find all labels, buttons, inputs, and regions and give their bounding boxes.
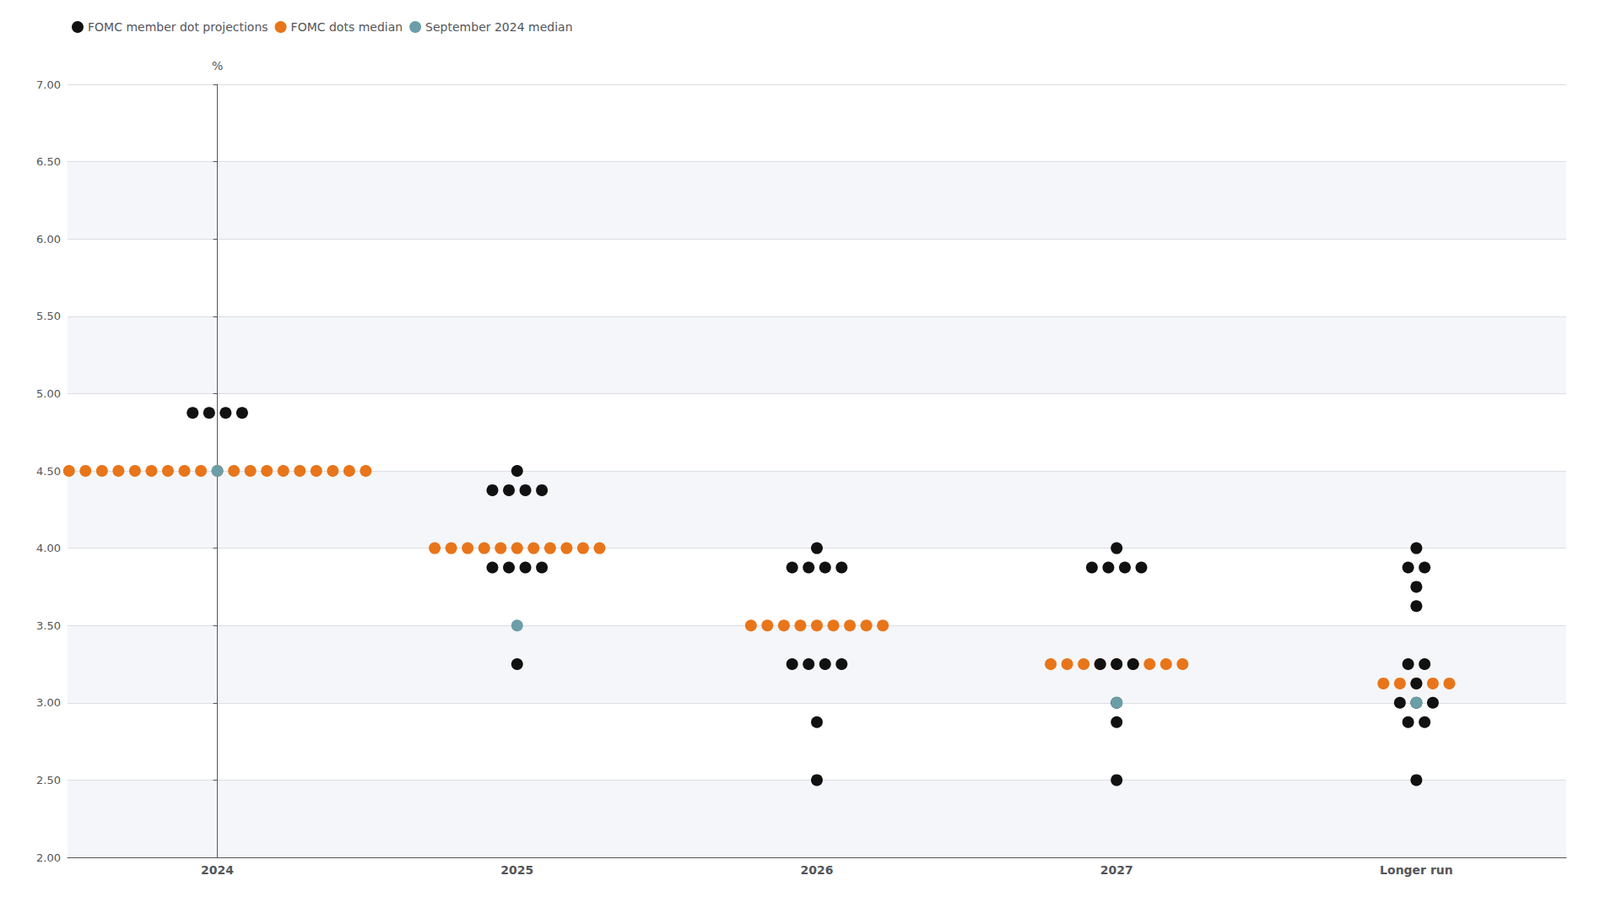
svg-text:3.50: 3.50 [36,619,61,633]
svg-text:2025: 2025 [500,863,534,877]
svg-text:Longer run: Longer run [1379,863,1454,877]
svg-text:September 2024 median: September 2024 median [425,20,573,34]
svg-text:2.00: 2.00 [36,851,61,865]
svg-text:4.00: 4.00 [36,541,61,555]
svg-text:4.50: 4.50 [36,464,61,478]
svg-text:6.50: 6.50 [36,155,61,168]
svg-text:2024: 2024 [200,863,234,877]
svg-text:5.00: 5.00 [36,387,61,400]
svg-text:2.50: 2.50 [36,773,61,787]
svg-text:2027: 2027 [1100,863,1134,877]
svg-text:5.50: 5.50 [36,309,61,323]
svg-text:FOMC member dot projections: FOMC member dot projections [87,20,269,34]
svg-text:FOMC dots median: FOMC dots median [291,20,404,34]
svg-text:3.00: 3.00 [36,696,61,709]
svg-text:2026: 2026 [800,863,834,877]
svg-text:%: % [211,59,223,73]
svg-text:6.00: 6.00 [36,232,61,246]
svg-text:7.00: 7.00 [36,78,61,92]
